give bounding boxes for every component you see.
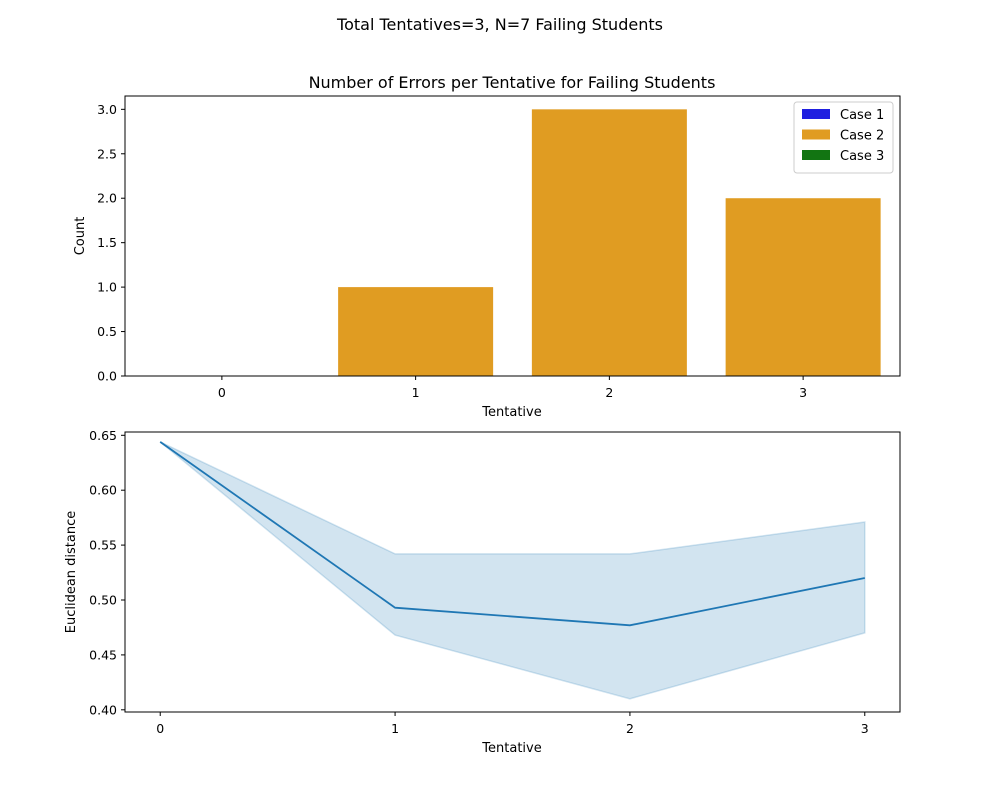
line-chart-y-ticks: 0.40 0.45 0.50 0.55 0.60 0.65 <box>89 428 125 717</box>
y-tick-label: 0.45 <box>89 647 117 662</box>
confidence-band <box>159 441 866 700</box>
x-tick-label: 1 <box>412 385 420 400</box>
y-tick-label: 1.5 <box>97 235 117 250</box>
legend-swatch-case-3 <box>802 150 830 160</box>
bar-chart-x-label: Tentative <box>481 405 541 420</box>
bar-chart-y-label: Count <box>73 217 88 256</box>
y-tick-label: 2.5 <box>97 146 117 161</box>
y-tick-label: 3.0 <box>97 102 117 117</box>
y-tick-label: 1.0 <box>97 280 117 295</box>
x-tick-label: 2 <box>626 721 634 736</box>
bar-case-2-tentative-3 <box>725 198 881 376</box>
bar-chart-y-ticks: 0.0 0.5 1.0 1.5 2.0 2.5 3.0 <box>97 102 125 384</box>
x-tick-label: 3 <box>799 385 807 400</box>
line-plot-area <box>159 441 866 700</box>
x-tick-label: 0 <box>218 385 226 400</box>
figure-suptitle: Total Tentatives=3, N=7 Failing Students <box>336 15 663 34</box>
y-tick-label: 0.60 <box>89 483 117 498</box>
line-chart-y-label: Euclidean distance <box>64 511 79 634</box>
x-tick-label: 2 <box>605 385 613 400</box>
x-tick-label: 1 <box>391 721 399 736</box>
legend-items: Case 1 Case 2 Case 3 <box>802 108 884 164</box>
line-chart-x-ticks: 0 1 2 3 <box>156 712 869 736</box>
x-tick-label: 3 <box>861 721 869 736</box>
bar-case-2-tentative-1 <box>338 287 494 376</box>
y-tick-label: 0.55 <box>89 538 117 553</box>
legend-swatch-case-2 <box>802 129 830 140</box>
y-tick-label: 0.5 <box>97 324 117 339</box>
y-tick-label: 0.65 <box>89 428 117 443</box>
legend-label-case-1: Case 1 <box>840 108 884 123</box>
legend-label-case-2: Case 2 <box>840 129 884 144</box>
legend-label-case-3: Case 3 <box>840 149 884 164</box>
bar-chart-x-ticks: 0 1 2 3 <box>218 376 807 400</box>
bar-chart-frame <box>124 95 901 377</box>
mean-distance-line <box>159 441 865 627</box>
y-tick-label: 0.50 <box>89 593 117 608</box>
y-tick-label: 2.0 <box>97 191 117 206</box>
x-tick-label: 0 <box>156 721 164 736</box>
y-tick-label: 0.0 <box>97 369 117 384</box>
y-tick-label: 0.40 <box>89 702 117 717</box>
bar-group <box>338 109 881 376</box>
bar-chart-title: Number of Errors per Tentative for Faili… <box>309 73 716 92</box>
bar-chart: Number of Errors per Tentative for Faili… <box>73 73 901 420</box>
line-chart-x-label: Tentative <box>481 741 541 756</box>
legend-swatch-case-1 <box>802 109 830 119</box>
legend: Case 1 Case 2 Case 3 <box>793 101 894 174</box>
line-chart-frame <box>124 431 901 713</box>
bar-case-2-tentative-2 <box>531 109 687 376</box>
